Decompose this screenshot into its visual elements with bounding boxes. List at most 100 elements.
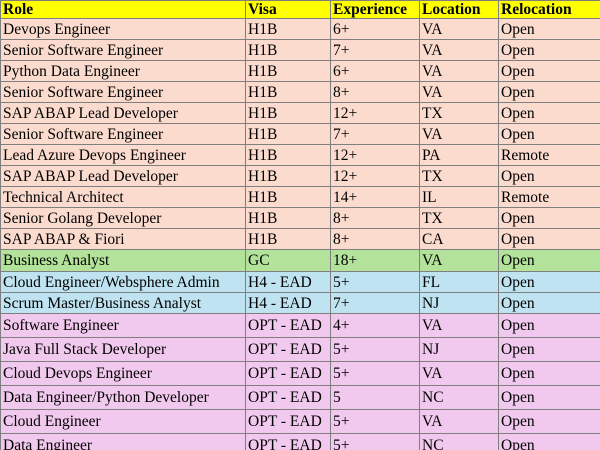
experience-cell: 7+ <box>330 39 420 61</box>
location-cell: IL <box>419 186 499 208</box>
relocation-cell: Open <box>498 39 600 61</box>
visa-cell: H1B <box>245 207 331 229</box>
relocation-cell: Remote <box>498 144 600 166</box>
location-cell: TX <box>419 165 499 187</box>
table-body: Devops Engineer H1B 6+ VA Open Senior Softwar… <box>0 18 600 450</box>
header-role: Role <box>0 0 246 19</box>
relocation-cell: Open <box>498 249 600 272</box>
role-cell: Senior Software Engineer <box>0 39 246 61</box>
relocation-cell: Remote <box>498 186 600 208</box>
visa-cell: OPT - EAD <box>245 409 331 434</box>
experience-cell: 5+ <box>330 433 420 450</box>
relocation-cell: Open <box>498 292 600 314</box>
experience-cell: 6+ <box>330 18 420 40</box>
visa-cell: H1B <box>245 81 331 103</box>
location-cell: PA <box>419 144 499 166</box>
location-cell: VA <box>419 249 499 272</box>
relocation-cell: Open <box>498 81 600 103</box>
relocation-cell: Open <box>498 123 600 145</box>
table-row: Python Data Engineer H1B 6+ VA Open <box>0 60 600 82</box>
experience-cell: 12+ <box>330 165 420 187</box>
visa-cell: H1B <box>245 186 331 208</box>
table-row: Senior Software Engineer H1B 8+ VA Open <box>0 81 600 103</box>
location-cell: VA <box>419 81 499 103</box>
role-cell: SAP ABAP & Fiori <box>0 228 246 250</box>
table-row: Devops Engineer H1B 6+ VA Open <box>0 18 600 40</box>
relocation-cell: Open <box>498 228 600 250</box>
table-row: Senior Golang Developer H1B 8+ TX Open <box>0 207 600 229</box>
relocation-cell: Open <box>498 18 600 40</box>
role-cell: Technical Architect <box>0 186 246 208</box>
header-experience: Experience <box>330 0 420 19</box>
relocation-cell: Open <box>498 361 600 386</box>
experience-cell: 8+ <box>330 81 420 103</box>
visa-cell: H4 - EAD <box>245 292 331 314</box>
relocation-cell: Open <box>498 433 600 450</box>
table-row: Lead Azure Devops Engineer H1B 12+ PA Remote <box>0 144 600 166</box>
location-cell: NC <box>419 433 499 450</box>
table-row: Technical Architect H1B 14+ IL Remote <box>0 186 600 208</box>
visa-cell: H4 - EAD <box>245 271 331 293</box>
visa-cell: H1B <box>245 18 331 40</box>
table-row: SAP ABAP & Fiori H1B 8+ CA Open <box>0 228 600 250</box>
location-cell: VA <box>419 60 499 82</box>
relocation-cell: Open <box>498 337 600 362</box>
role-cell: Business Analyst <box>0 249 246 272</box>
table-row: Cloud Devops Engineer OPT - EAD 5+ VA Open <box>0 361 600 386</box>
location-cell: NJ <box>419 337 499 362</box>
visa-cell: OPT - EAD <box>245 385 331 410</box>
location-cell: VA <box>419 39 499 61</box>
experience-cell: 6+ <box>330 60 420 82</box>
role-cell: Senior Golang Developer <box>0 207 246 229</box>
table-header: Role Visa Experience Location Relocation <box>0 0 600 19</box>
role-cell: Senior Software Engineer <box>0 81 246 103</box>
visa-cell: OPT - EAD <box>245 433 331 450</box>
role-cell: SAP ABAP Lead Developer <box>0 165 246 187</box>
visa-cell: OPT - EAD <box>245 337 331 362</box>
relocation-cell: Open <box>498 385 600 410</box>
table-row: Senior Software Engineer H1B 7+ VA Open <box>0 123 600 145</box>
table-row: Cloud Engineer/Websphere Admin H4 - EAD 5+… <box>0 271 600 293</box>
role-cell: Data Engineer/Python Developer <box>0 385 246 410</box>
visa-cell: OPT - EAD <box>245 361 331 386</box>
role-cell: Software Engineer <box>0 313 246 338</box>
visa-cell: H1B <box>245 228 331 250</box>
role-cell: Cloud Engineer/Websphere Admin <box>0 271 246 293</box>
experience-cell: 5+ <box>330 271 420 293</box>
visa-cell: H1B <box>245 39 331 61</box>
visa-cell: H1B <box>245 123 331 145</box>
experience-cell: 8+ <box>330 207 420 229</box>
table-row: Data Engineer OPT - EAD 5+ NC Open <box>0 433 600 450</box>
experience-cell: 5+ <box>330 409 420 434</box>
visa-cell: OPT - EAD <box>245 313 331 338</box>
role-cell: Senior Software Engineer <box>0 123 246 145</box>
visa-cell: H1B <box>245 165 331 187</box>
visa-cell: H1B <box>245 102 331 124</box>
experience-cell: 5 <box>330 385 420 410</box>
relocation-cell: Open <box>498 271 600 293</box>
role-cell: Data Engineer <box>0 433 246 450</box>
experience-cell: 14+ <box>330 186 420 208</box>
location-cell: TX <box>419 207 499 229</box>
experience-cell: 12+ <box>330 144 420 166</box>
relocation-cell: Open <box>498 207 600 229</box>
relocation-cell: Open <box>498 165 600 187</box>
header-visa: Visa <box>245 0 331 19</box>
table-row: Senior Software Engineer H1B 7+ VA Open <box>0 39 600 61</box>
relocation-cell: Open <box>498 102 600 124</box>
visa-cell: H1B <box>245 60 331 82</box>
location-cell: TX <box>419 102 499 124</box>
relocation-cell: Open <box>498 409 600 434</box>
location-cell: VA <box>419 18 499 40</box>
relocation-cell: Open <box>498 60 600 82</box>
table-row: SAP ABAP Lead Developer H1B 12+ TX Open <box>0 102 600 124</box>
location-cell: VA <box>419 361 499 386</box>
role-cell: Cloud Devops Engineer <box>0 361 246 386</box>
role-cell: Lead Azure Devops Engineer <box>0 144 246 166</box>
relocation-cell: Open <box>498 313 600 338</box>
experience-cell: 5+ <box>330 337 420 362</box>
experience-cell: 4+ <box>330 313 420 338</box>
location-cell: VA <box>419 313 499 338</box>
experience-cell: 7+ <box>330 292 420 314</box>
